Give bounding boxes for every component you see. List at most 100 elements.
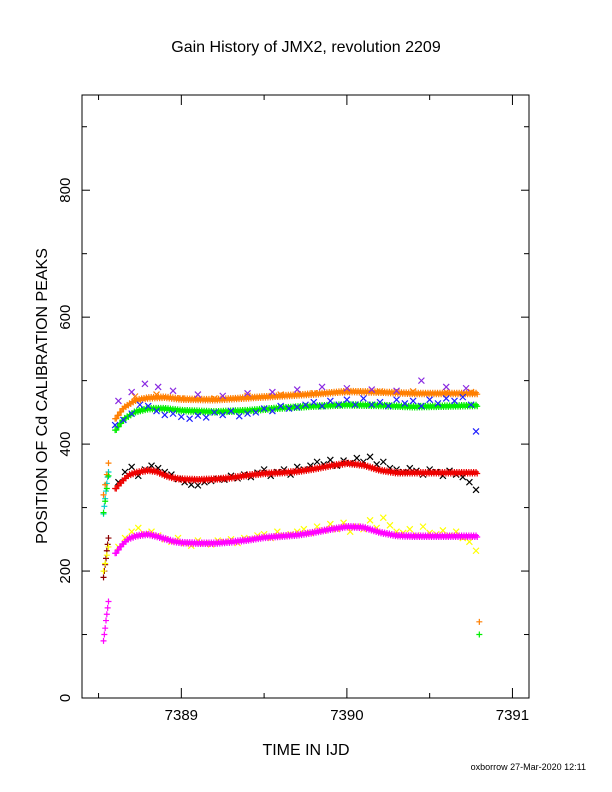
data-point — [476, 618, 483, 625]
data-point — [467, 401, 475, 409]
data-point — [219, 411, 227, 419]
data-point — [419, 523, 427, 531]
data-point — [343, 396, 351, 404]
data-point — [379, 514, 387, 522]
data-point — [326, 520, 334, 528]
data-point — [465, 478, 473, 486]
data-point — [406, 464, 414, 472]
data-point — [368, 386, 376, 393]
data-point — [100, 568, 107, 575]
data-point — [105, 472, 112, 479]
data-point — [105, 598, 112, 605]
data-point — [105, 535, 112, 542]
data-point — [103, 485, 110, 492]
data-point — [393, 396, 400, 404]
data-point — [302, 401, 309, 409]
y-axis-ticks: 0 200 400 600 800 — [57, 178, 529, 702]
data-point — [103, 555, 110, 562]
data-point — [128, 388, 136, 396]
data-point — [111, 421, 119, 429]
data-point — [318, 383, 326, 391]
data-point — [326, 456, 334, 464]
data-point — [100, 574, 107, 581]
data-point — [384, 402, 392, 410]
data-point — [277, 402, 285, 410]
data-point — [293, 386, 301, 393]
data-point — [472, 427, 480, 435]
data-point — [474, 391, 481, 398]
data-point — [235, 412, 243, 420]
data-point — [293, 403, 301, 411]
data-point — [227, 407, 235, 415]
y-tick-label: 200 — [57, 559, 74, 584]
data-point — [169, 387, 177, 395]
data-point — [379, 458, 387, 466]
data-marks — [100, 377, 483, 644]
y-tick-label: 400 — [57, 432, 74, 457]
data-point — [100, 509, 107, 516]
data-point — [273, 528, 281, 536]
data-point — [451, 397, 458, 405]
data-point — [260, 405, 268, 412]
data-point — [100, 637, 107, 644]
data-point — [368, 401, 376, 409]
data-point — [153, 407, 160, 415]
data-point — [459, 393, 467, 401]
data-point — [360, 394, 367, 402]
data-point — [439, 527, 447, 534]
data-point — [351, 401, 359, 409]
data-point — [154, 383, 162, 391]
data-point — [313, 458, 321, 466]
y-tick-label: 0 — [57, 694, 74, 702]
data-point — [474, 403, 481, 410]
data-point — [409, 397, 417, 405]
data-point — [401, 400, 409, 407]
data-point — [472, 486, 480, 494]
data-point — [462, 384, 470, 392]
data-point — [318, 402, 326, 410]
data-point — [113, 415, 120, 422]
data-point — [268, 388, 276, 396]
data-point — [128, 528, 136, 536]
data-point — [393, 387, 400, 395]
data-point — [406, 525, 414, 533]
data-point — [202, 414, 210, 421]
data-point — [472, 547, 480, 555]
data-point — [114, 397, 122, 405]
data-point — [244, 410, 251, 418]
data-point — [105, 460, 112, 467]
data-point — [211, 408, 218, 416]
data-point — [434, 400, 442, 407]
data-point — [118, 408, 125, 415]
data-point — [134, 524, 142, 532]
data-point — [366, 453, 374, 461]
data-point — [417, 402, 425, 410]
y-axis-label: POSITION OF Cd CALIBRATION PEAKS — [34, 248, 51, 544]
data-point — [102, 498, 109, 505]
data-point — [268, 407, 276, 415]
data-point — [136, 401, 144, 409]
data-point — [353, 454, 361, 462]
data-point — [103, 552, 110, 559]
data-point — [442, 394, 450, 402]
footer-credit: oxborrow 27-Mar-2020 12:11 — [471, 762, 586, 772]
data-point — [417, 377, 425, 385]
data-point — [476, 631, 483, 638]
data-point — [252, 408, 260, 416]
data-point — [103, 617, 110, 624]
data-point — [386, 521, 394, 529]
data-point — [100, 491, 107, 498]
data-point — [119, 416, 127, 424]
data-point — [128, 463, 136, 471]
data-point — [101, 631, 108, 638]
y-tick-label: 600 — [57, 305, 74, 330]
data-point — [376, 398, 384, 406]
data-point — [115, 546, 122, 553]
data-point — [219, 392, 227, 400]
data-point — [343, 384, 351, 392]
data-point — [102, 481, 109, 488]
plot-frame — [81, 94, 530, 699]
data-point — [186, 415, 194, 423]
data-point — [113, 426, 120, 433]
